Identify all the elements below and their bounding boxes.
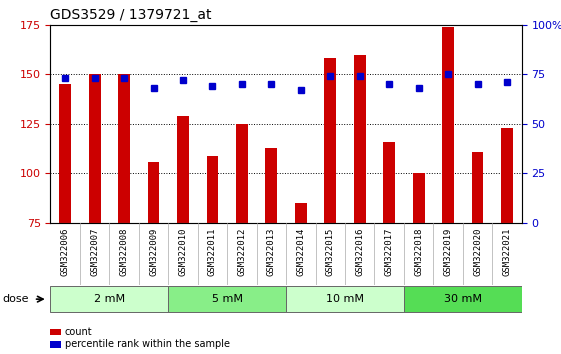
Text: GSM322006: GSM322006 [61, 228, 70, 276]
Bar [177, 116, 189, 223]
Text: dose: dose [3, 294, 29, 304]
Bar [472, 152, 484, 223]
Text: 5 mM: 5 mM [211, 294, 243, 304]
Text: GSM322017: GSM322017 [385, 228, 394, 276]
Bar [324, 58, 336, 223]
Text: 30 mM: 30 mM [444, 294, 482, 304]
Text: GSM322012: GSM322012 [237, 228, 246, 276]
Text: GDS3529 / 1379721_at: GDS3529 / 1379721_at [50, 8, 212, 22]
Text: GSM322020: GSM322020 [473, 228, 482, 276]
FancyBboxPatch shape [50, 286, 168, 312]
Text: GSM322013: GSM322013 [267, 228, 276, 276]
Text: GSM322011: GSM322011 [208, 228, 217, 276]
Bar [59, 84, 71, 223]
FancyBboxPatch shape [404, 286, 522, 312]
Text: GSM322009: GSM322009 [149, 228, 158, 276]
Text: GSM322021: GSM322021 [503, 228, 512, 276]
Bar [236, 124, 248, 223]
Text: GSM322015: GSM322015 [326, 228, 335, 276]
FancyBboxPatch shape [168, 286, 286, 312]
Bar [413, 173, 425, 223]
Bar [295, 203, 307, 223]
Text: GSM322014: GSM322014 [296, 228, 305, 276]
FancyBboxPatch shape [286, 286, 404, 312]
Bar [50, 341, 61, 348]
Bar [118, 74, 130, 223]
Text: 10 mM: 10 mM [326, 294, 364, 304]
Bar [383, 142, 395, 223]
Text: 2 mM: 2 mM [94, 294, 125, 304]
Text: percentile rank within the sample: percentile rank within the sample [65, 339, 229, 349]
Text: GSM322018: GSM322018 [414, 228, 423, 276]
Text: GSM322007: GSM322007 [90, 228, 99, 276]
Bar [50, 329, 61, 335]
Bar [89, 74, 100, 223]
Bar [206, 156, 218, 223]
Text: GSM322019: GSM322019 [444, 228, 453, 276]
Text: count: count [65, 327, 92, 337]
Bar [148, 161, 159, 223]
Text: GSM322010: GSM322010 [178, 228, 187, 276]
Bar [354, 55, 366, 223]
Text: GSM322016: GSM322016 [355, 228, 364, 276]
Bar [265, 148, 277, 223]
Bar [442, 27, 454, 223]
Text: GSM322008: GSM322008 [119, 228, 128, 276]
Bar [501, 128, 513, 223]
